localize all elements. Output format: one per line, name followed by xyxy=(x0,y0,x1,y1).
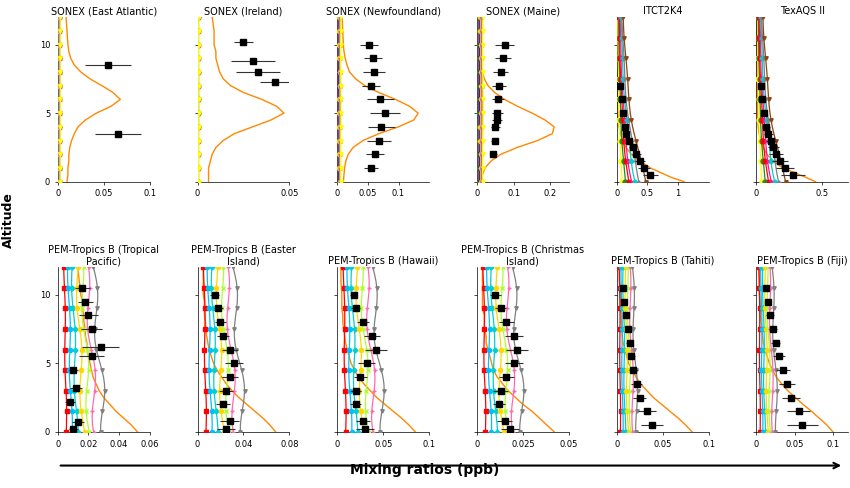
Text: Altitude: Altitude xyxy=(2,192,15,247)
Title: PEM-Tropics B (Tropical
Pacific): PEM-Tropics B (Tropical Pacific) xyxy=(48,245,159,266)
Text: Mixing ratios (ppb): Mixing ratios (ppb) xyxy=(350,463,500,477)
Title: PEM-Tropics B (Easter
Island): PEM-Tropics B (Easter Island) xyxy=(191,245,296,266)
Title: SONEX (East Atlantic): SONEX (East Atlantic) xyxy=(51,6,157,16)
Title: PEM-Tropics B (Tahiti): PEM-Tropics B (Tahiti) xyxy=(611,257,714,266)
Title: SONEX (Newfoundland): SONEX (Newfoundland) xyxy=(326,6,440,16)
Title: SONEX (Ireland): SONEX (Ireland) xyxy=(204,6,283,16)
Title: PEM-Tropics B (Christmas
Island): PEM-Tropics B (Christmas Island) xyxy=(462,245,585,266)
Title: PEM-Tropics B (Fiji): PEM-Tropics B (Fiji) xyxy=(757,257,847,266)
Title: SONEX (Maine): SONEX (Maine) xyxy=(486,6,560,16)
Title: PEM-Tropics B (Hawaii): PEM-Tropics B (Hawaii) xyxy=(328,257,439,266)
Title: TexAQS II: TexAQS II xyxy=(779,6,824,16)
Title: ITCT2K4: ITCT2K4 xyxy=(643,6,683,16)
